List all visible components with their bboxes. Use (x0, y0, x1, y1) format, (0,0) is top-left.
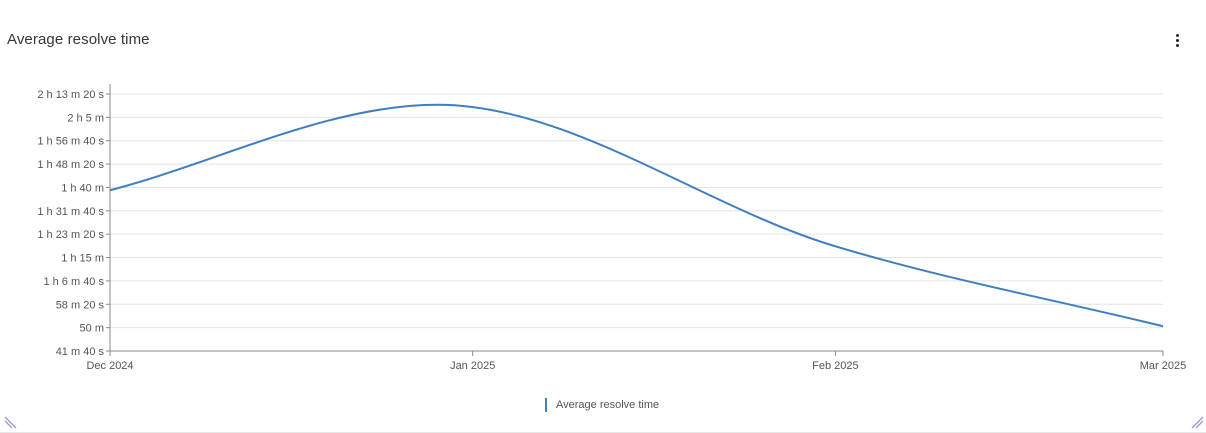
y-tick-label: 1 h 23 m 20 s (37, 229, 104, 241)
y-tick-label: 1 h 40 m (61, 182, 104, 194)
y-tick-label: 1 h 6 m 40 s (43, 276, 104, 288)
axes: 41 m 40 s 50 m 58 m 20 s 1 h 6 m 40 s 1 h 15… (37, 84, 1186, 372)
y-tick-label: 2 h 5 m (67, 112, 104, 124)
y-tick-label: 1 h 15 m (61, 253, 104, 265)
x-tick-label: Dec 2024 (86, 360, 133, 372)
x-tick-label: Mar 2025 (1140, 360, 1186, 372)
legend-item[interactable]: Average resolve time (545, 397, 659, 413)
x-tick-label: Jan 2025 (450, 360, 495, 372)
y-tick-label: 1 h 56 m 40 s (37, 136, 104, 148)
resize-handle-left-icon[interactable] (4, 415, 18, 429)
x-tick-label: Feb 2025 (812, 360, 858, 372)
menu-dot (1176, 34, 1179, 37)
y-tick-label: 50 m (80, 323, 104, 335)
series-line (109, 103, 1164, 328)
y-tick-label: 1 h 48 m 20 s (37, 159, 104, 171)
legend-label: Average resolve time (556, 399, 660, 411)
y-tick-label: 2 h 13 m 20 s (37, 89, 104, 101)
panel-title: Average resolve time (7, 31, 150, 48)
y-tick-label: 58 m 20 s (56, 299, 105, 311)
kebab-menu-icon[interactable] (1170, 30, 1186, 50)
grid-lines (110, 93, 1163, 329)
menu-dot (1176, 39, 1179, 42)
legend-swatch (545, 398, 547, 412)
y-tick-label: 41 m 40 s (56, 346, 105, 358)
menu-dot (1176, 44, 1179, 47)
series-layer (109, 103, 1164, 328)
resize-handle-right-icon[interactable] (1190, 415, 1204, 429)
y-tick-label: 1 h 31 m 40 s (37, 206, 104, 218)
